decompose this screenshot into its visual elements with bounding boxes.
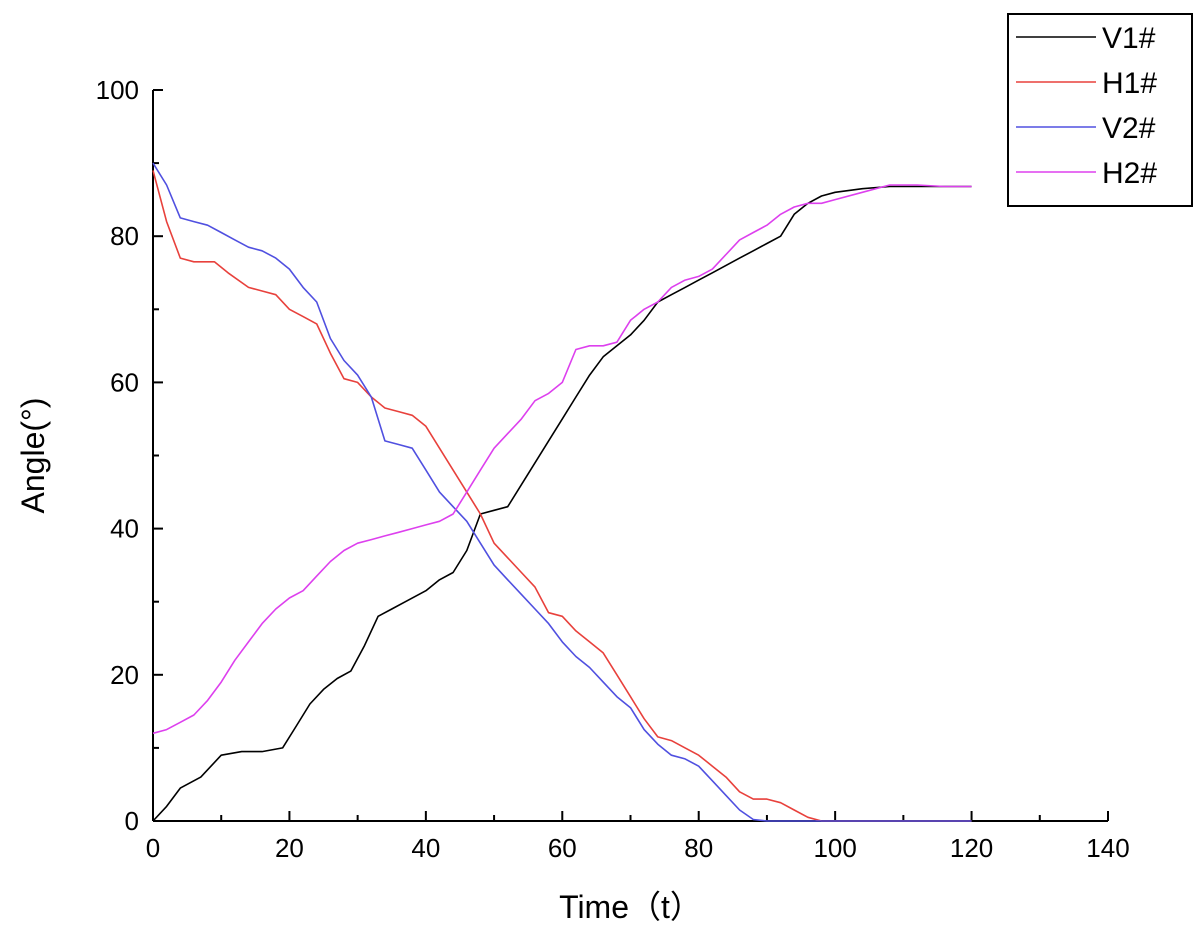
y-tick-label: 0 [125, 806, 139, 836]
axes [152, 90, 1108, 822]
y-tick-label: 20 [110, 660, 139, 690]
y-tick-label: 60 [110, 367, 139, 397]
series-line-h2 [152, 184, 972, 735]
y-ticks: 0 20 40 60 80 100 [96, 75, 163, 836]
y-tick-label: 80 [110, 221, 139, 251]
x-tick-label: 140 [1086, 833, 1129, 863]
x-tick-label: 60 [548, 833, 577, 863]
legend-box [1007, 13, 1193, 207]
x-tick-label: 100 [813, 833, 856, 863]
x-tick-label: 20 [275, 833, 304, 863]
x-ticks: 0 20 40 60 80 100 120 140 [146, 811, 1130, 863]
legend-label: V2# [1102, 112, 1156, 145]
x-tick-label: 80 [684, 833, 713, 863]
legend-label: H1# [1102, 67, 1157, 100]
x-tick-label: 0 [146, 833, 160, 863]
series-line-v1 [152, 185, 972, 822]
series-group [152, 162, 972, 822]
legend-label: V1# [1102, 22, 1156, 55]
legend-label: H2# [1102, 157, 1157, 190]
x-tick-label: 40 [411, 833, 440, 863]
series-line-h1 [152, 170, 972, 822]
y-axis-title: Angle(°) [15, 398, 51, 514]
x-tick-label: 120 [950, 833, 993, 863]
y-tick-label: 40 [110, 514, 139, 544]
x-axis-title: Time（t） [559, 889, 702, 925]
y-tick-label: 100 [96, 75, 139, 105]
series-line-v2 [152, 162, 972, 822]
legend: V1# H1# V2# H2# [1007, 13, 1193, 207]
